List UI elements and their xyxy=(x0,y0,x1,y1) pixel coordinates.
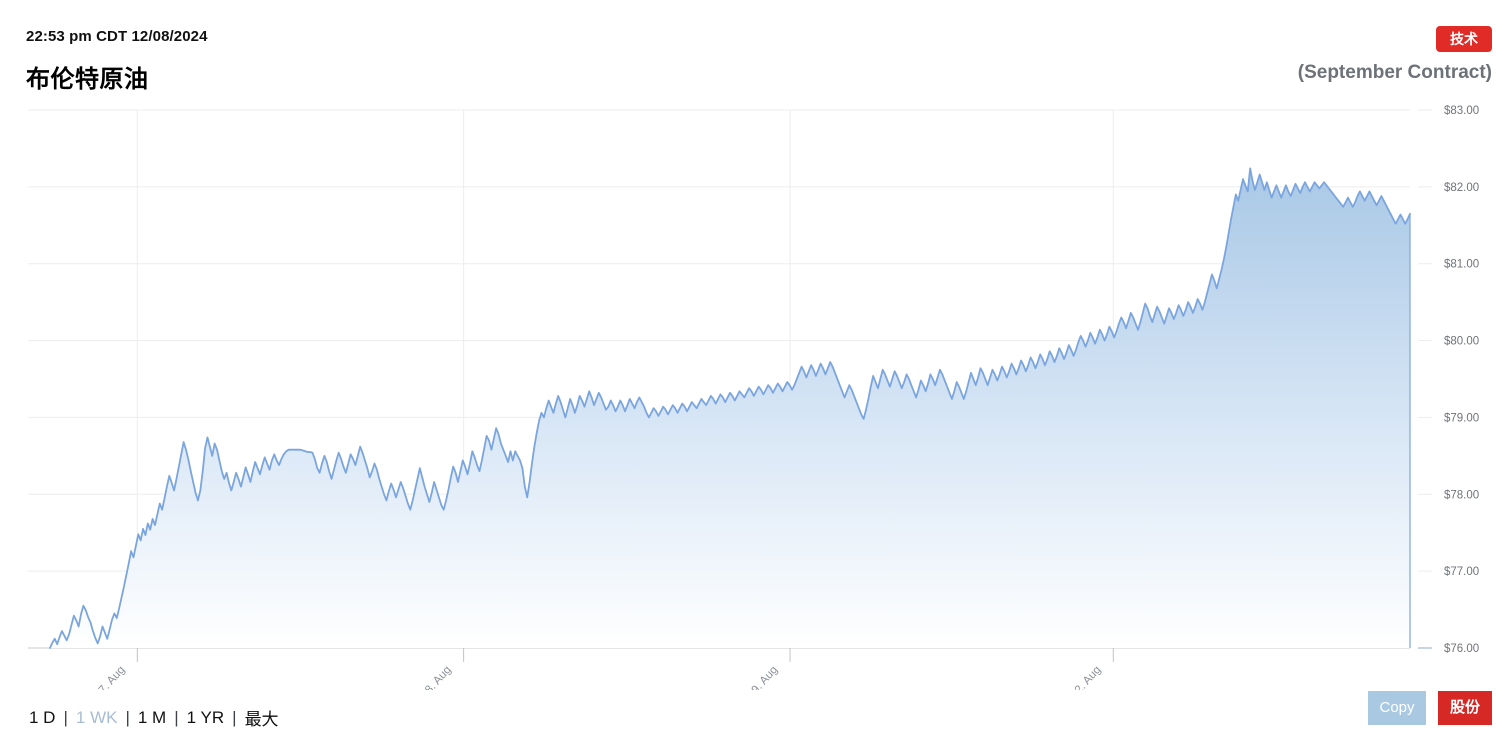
timeframe-最大[interactable]: 最大 xyxy=(244,710,279,729)
x-axis-tick-label: 9. Aug xyxy=(750,664,781,690)
timestamp: 22:53 pm CDT 12/08/2024 xyxy=(26,28,208,45)
price-line xyxy=(49,167,1411,649)
y-axis-tick-label: $82.00 xyxy=(1444,182,1479,194)
x-axis-tick-label: 7. Aug xyxy=(97,664,128,690)
y-axis-tick-label: $77.00 xyxy=(1444,566,1479,578)
timeframe-1-d[interactable]: 1 D xyxy=(29,707,56,727)
price-area-fill xyxy=(50,168,1410,648)
chart-footer: 1 D | 1 WK | 1 M | 1 YR | 最大 Copy 股份 xyxy=(0,690,1512,747)
chart-area-fill xyxy=(50,168,1410,648)
timeframe-separator: | xyxy=(174,707,179,727)
technical-tag-badge[interactable]: 技术 xyxy=(1436,26,1492,52)
price-chart-svg[interactable]: $83.00 $82.00 $81.00 $80.00 $79.00 $78.00 $77.… xyxy=(0,100,1512,690)
x-axis-tick-label: 8. Aug xyxy=(423,664,454,690)
timeframe-1-yr[interactable]: 1 YR xyxy=(186,707,225,727)
chart-price-line xyxy=(49,167,1411,649)
y-axis-tick-label: $83.00 xyxy=(1444,105,1479,117)
timeframe-selector[interactable]: 1 D | 1 WK | 1 M | 1 YR | 最大 xyxy=(28,705,280,730)
chart-x-axis: 7. Aug 8. Aug 9. Aug 12. Aug xyxy=(97,648,1114,690)
timeframe-separator: | xyxy=(63,707,68,727)
y-axis-tick-label: $79.00 xyxy=(1444,412,1479,424)
x-axis-tick-label: 12. Aug xyxy=(1068,664,1103,690)
y-axis-tick-label: $81.00 xyxy=(1444,259,1479,271)
contract-label: (September Contract) xyxy=(1297,62,1492,83)
chart-header: 22:53 pm CDT 12/08/2024 布伦特原油 技术 (Septem… xyxy=(0,0,1512,100)
y-axis-tick-label: $80.00 xyxy=(1444,336,1479,348)
y-axis-tick-label: $76.00 xyxy=(1444,643,1479,655)
timeframe-1-m[interactable]: 1 M xyxy=(137,707,167,727)
timeframe-1-wk[interactable]: 1 WK xyxy=(75,707,118,727)
price-chart[interactable]: $83.00 $82.00 $81.00 $80.00 $79.00 $78.00 $77.… xyxy=(0,100,1512,690)
y-axis-tick-label: $78.00 xyxy=(1444,489,1479,501)
timeframe-separator: | xyxy=(232,707,237,727)
chart-y-axis: $83.00 $82.00 $81.00 $80.00 $79.00 $78.00 $77.… xyxy=(1418,105,1479,655)
timeframe-separator: | xyxy=(125,707,130,727)
page-title: 布伦特原油 xyxy=(26,66,149,93)
copy-button[interactable]: Copy xyxy=(1368,691,1426,725)
share-button[interactable]: 股份 xyxy=(1438,691,1492,725)
